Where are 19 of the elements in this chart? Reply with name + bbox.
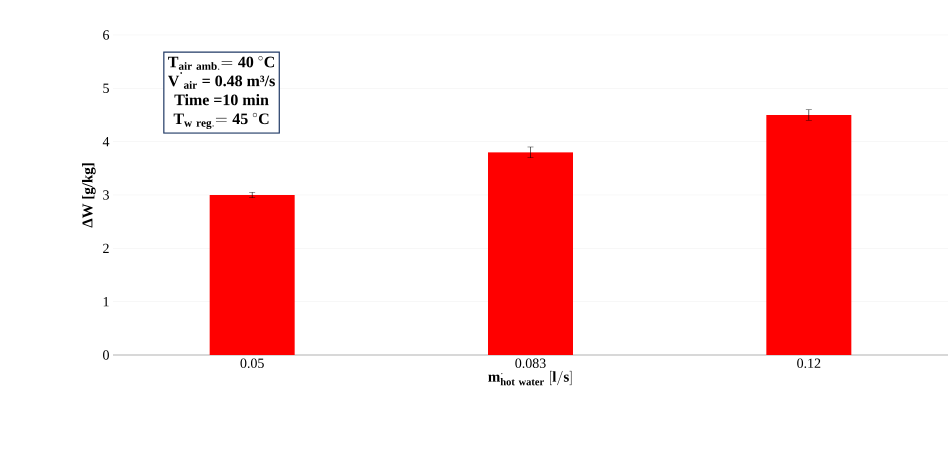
- x-tick-label: 0.083: [515, 358, 546, 368]
- x-tick-label: 0.05: [240, 358, 264, 368]
- bar: [488, 152, 574, 355]
- y-tick-label: 5: [103, 84, 109, 93]
- bar: [766, 114, 852, 355]
- x-axis-title: $\mathbf{m}^{\cdot}_{\mathbf{hot\ water}}\ \mathbf{[l/s]}$: [488, 370, 572, 386]
- annotation: Time =10 min: [174, 94, 269, 106]
- y-tick-label: 0: [103, 350, 109, 360]
- annotation: $\mathbf{T}_{\mathbf{w\ reg.}}\mathbf{=45\ {}^{\circ}C}$: [174, 112, 268, 130]
- annotation: $\mathbf{T}_{\mathbf{air\ amb.}}\mathbf{=40\ {}^{\circ}C}$: [168, 56, 274, 70]
- x-tick-label: 0.12: [797, 358, 820, 368]
- bar: [210, 194, 295, 355]
- y-tick-label: 6: [103, 30, 110, 40]
- y-axis-title: ΔW [g/kg]: [82, 163, 96, 228]
- y-tick-label: 4: [102, 137, 110, 146]
- annotation: V$^{˙}$$_{air}$ = 0.48 m³/s: [168, 72, 275, 89]
- y-tick-label: 1: [104, 297, 109, 306]
- y-tick-label: 2: [103, 244, 109, 253]
- y-tick-label: 3: [103, 190, 109, 200]
